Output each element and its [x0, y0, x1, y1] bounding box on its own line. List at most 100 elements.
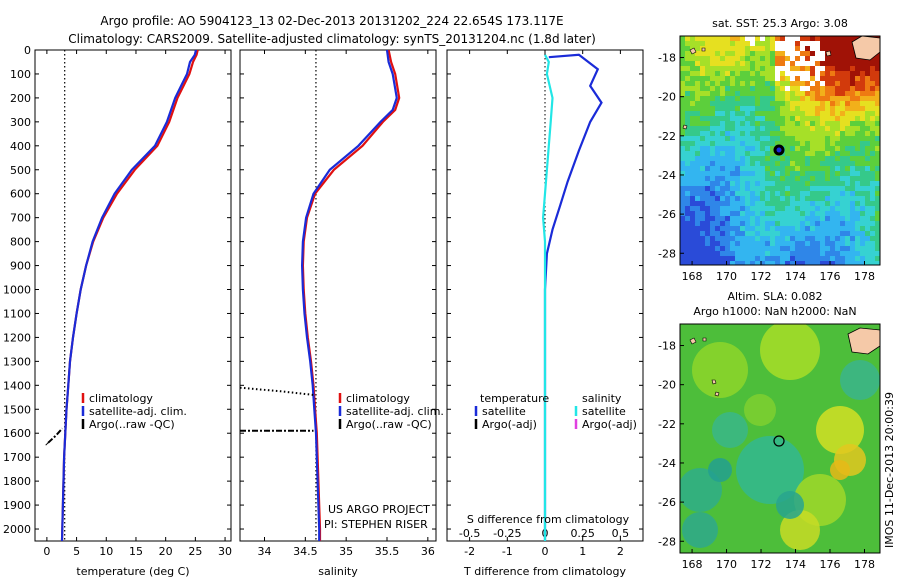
sst-cell: [795, 256, 800, 261]
sst-cell: [760, 61, 765, 66]
sst-cell: [790, 221, 795, 226]
sst-cell: [720, 146, 725, 151]
sst-cell: [760, 36, 765, 41]
sst-cell: [825, 161, 830, 166]
sst-cell: [710, 136, 715, 141]
sst-cell: [875, 71, 880, 76]
sst-cell: [780, 181, 785, 186]
sst-cell: [730, 171, 735, 176]
sst-cell: [715, 256, 720, 261]
sst-cell: [705, 251, 710, 256]
sst-cell: [745, 216, 750, 221]
sst-cell: [840, 196, 845, 201]
sst-cell: [740, 71, 745, 76]
sst-cell: [875, 96, 880, 101]
sst-cell: [875, 181, 880, 186]
sst-cell: [745, 41, 750, 46]
temperature-axis-ticks: 0 5 10 15 20 25 300100200300400500600700800900…: [3, 44, 232, 558]
sst-cell: [775, 201, 780, 206]
sst-cell: [780, 136, 785, 141]
sst-cell: [760, 51, 765, 56]
sst-cell: [705, 101, 710, 106]
sst-cell: [755, 261, 760, 265]
sst-cell: [765, 46, 770, 51]
sst-cell: [815, 216, 820, 221]
sst-cell: [695, 216, 700, 221]
sst-cell: [720, 61, 725, 66]
sst-cell: [770, 116, 775, 121]
sst-cell: [720, 111, 725, 116]
sst-cell: [860, 171, 865, 176]
sst-cell: [745, 151, 750, 156]
sst-cell: [835, 41, 840, 46]
sst-cell: [780, 36, 785, 41]
sst-cell: [695, 151, 700, 156]
sst-cell: [810, 256, 815, 261]
sst-cell: [805, 206, 810, 211]
sst-cell: [695, 136, 700, 141]
sst-cell: [860, 136, 865, 141]
sst-cell: [840, 101, 845, 106]
sst-cell: [730, 86, 735, 91]
x-tick-label: 35: [339, 545, 353, 558]
sst-cell: [685, 51, 690, 56]
sst-cell: [835, 246, 840, 251]
sst-cell: [705, 241, 710, 246]
sst-cell: [840, 216, 845, 221]
sst-cell: [830, 206, 835, 211]
sst-cell: [795, 136, 800, 141]
sst-cell: [820, 256, 825, 261]
sst-cell: [815, 101, 820, 106]
sst-cell: [815, 236, 820, 241]
sst-cell: [705, 161, 710, 166]
sst-cell: [770, 256, 775, 261]
sst-cell: [695, 56, 700, 61]
sst-cell: [685, 61, 690, 66]
sst-cell: [725, 86, 730, 91]
sst-cell: [685, 241, 690, 246]
series-line: [300, 50, 398, 541]
legend-label: Argo(-adj): [582, 418, 637, 431]
sst-cell: [835, 151, 840, 156]
sst-cell: [860, 191, 865, 196]
sst-cell: [760, 131, 765, 136]
sst-cell: [770, 221, 775, 226]
sst-cell: [740, 41, 745, 46]
sst-cell: [825, 211, 830, 216]
sst-cell: [755, 116, 760, 121]
sst-cell: [835, 91, 840, 96]
sst-cell: [775, 61, 780, 66]
sst-cell: [690, 226, 695, 231]
sst-cell: [835, 61, 840, 66]
sst-cell: [805, 211, 810, 216]
sst-cell: [810, 151, 815, 156]
sst-cell: [725, 41, 730, 46]
sst-cell: [860, 121, 865, 126]
sst-cell: [745, 221, 750, 226]
sst-cell: [705, 41, 710, 46]
sst-cell: [770, 111, 775, 116]
sst-cell: [815, 146, 820, 151]
sst-cell: [760, 196, 765, 201]
sst-cell: [690, 216, 695, 221]
sst-cell: [815, 111, 820, 116]
sst-cell: [850, 181, 855, 186]
sst-cell: [785, 226, 790, 231]
sst-cell: [760, 96, 765, 101]
sst-cell: [780, 176, 785, 181]
sst-cell: [765, 61, 770, 66]
sst-cell: [730, 241, 735, 246]
sst-cell: [760, 141, 765, 146]
sst-cell: [850, 36, 855, 41]
sst-cell: [855, 256, 860, 261]
sst-cell: [760, 56, 765, 61]
sst-cell: [850, 201, 855, 206]
sst-cell: [735, 81, 740, 86]
sst-cell: [820, 41, 825, 46]
sst-cell: [690, 61, 695, 66]
sst-cell: [710, 126, 715, 131]
sst-cell: [730, 76, 735, 81]
sst-cell: [810, 66, 815, 71]
sst-cell: [820, 246, 825, 251]
sst-cell: [765, 201, 770, 206]
